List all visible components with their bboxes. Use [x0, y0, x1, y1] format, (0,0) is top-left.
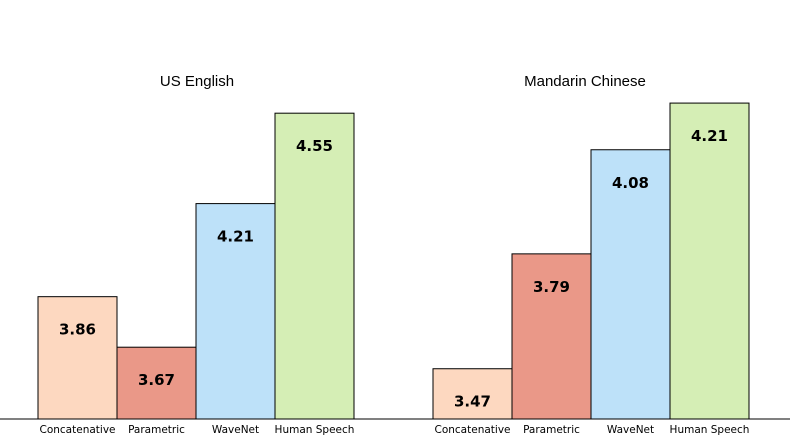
bar-concatenative — [37, 296, 118, 420]
category-tick-label: WaveNet — [607, 424, 654, 436]
category-tick-label: WaveNet — [212, 424, 259, 436]
bar-value-label: 3.79 — [533, 278, 570, 296]
category-tick-label: Concatenative — [40, 424, 116, 436]
category-tick-label: Human Speech — [275, 424, 355, 436]
bar-human-speech — [274, 112, 355, 420]
chart-panel-1: US English 3.86 Concatenative 3.67 Parametri… — [37, 73, 355, 436]
bar-human-speech — [669, 102, 750, 420]
bar-concatenative — [432, 368, 513, 420]
category-tick-label: Human Speech — [670, 424, 750, 436]
bar-value-label: 3.67 — [138, 371, 175, 389]
category-tick-label: Concatenative — [435, 424, 511, 436]
category-tick-label: Parametric — [128, 424, 185, 436]
bar-value-label: 4.08 — [612, 174, 649, 192]
bar-value-label: 4.21 — [691, 127, 728, 145]
bar-value-label: 4.55 — [296, 137, 333, 155]
category-tick-label: Parametric — [523, 424, 580, 436]
chart-title: Mandarin Chinese — [524, 73, 646, 90]
chart-title: US English — [160, 73, 234, 90]
chart-panel-2: Mandarin Chinese 3.47 Concatenative 3.79 Par… — [432, 73, 750, 436]
bar-value-label: 4.21 — [217, 228, 254, 246]
bar-wavenet — [195, 203, 276, 420]
bar-value-label: 3.47 — [454, 393, 491, 411]
bar-value-label: 3.86 — [59, 321, 96, 339]
